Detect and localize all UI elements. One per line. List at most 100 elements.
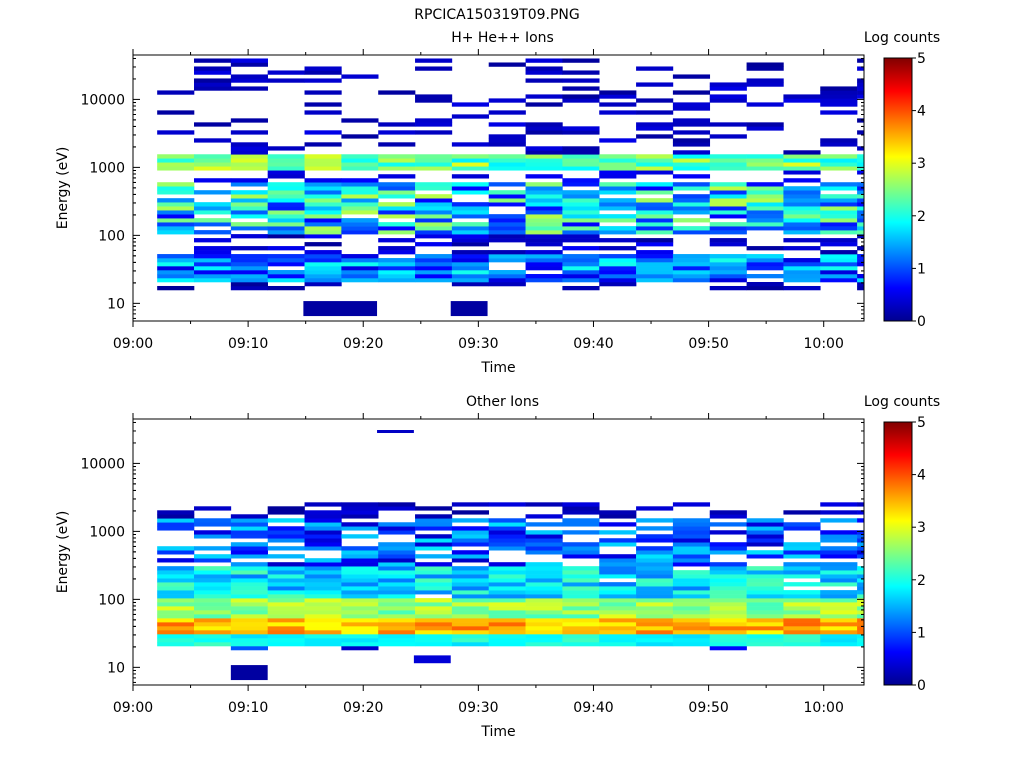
spectrogram-cell (488, 222, 526, 227)
spectrogram-cell (562, 210, 600, 215)
spectrogram-cell (709, 626, 747, 631)
spectrogram-cell (267, 606, 305, 611)
spectrogram-cell (450, 301, 488, 317)
spectrogram-cell (783, 210, 821, 215)
spectrogram-cell (415, 266, 453, 271)
spectrogram-cell (525, 618, 563, 623)
panel-title: Other Ions (466, 394, 539, 410)
spectrogram-cell (451, 610, 490, 615)
spectrogram-cell (636, 254, 674, 259)
spectrogram-cell (341, 550, 379, 555)
spectrogram-cell (783, 562, 821, 567)
spectrogram-cell (746, 550, 784, 555)
spectrogram-cell (599, 562, 637, 567)
spectrogram-cell (157, 634, 195, 639)
spectrogram-cell (415, 634, 453, 639)
spectrogram-cell (672, 198, 711, 203)
spectrogram-cell (857, 622, 865, 627)
spectrogram-cell (857, 278, 865, 283)
spectrogram-cell (672, 266, 711, 271)
spectrogram-cell (709, 86, 747, 91)
spectrogram-cell (304, 614, 342, 619)
spectrogram-cell (857, 186, 865, 191)
spectrogram-cell (857, 170, 865, 175)
spectrogram-cell (378, 530, 416, 535)
spectrogram-cell (562, 222, 600, 227)
spectrogram-cell (636, 222, 674, 227)
spectrogram-cell (230, 574, 268, 579)
spectrogram-cell (562, 214, 600, 219)
spectrogram-cell (857, 566, 865, 571)
spectrogram-cell (488, 202, 526, 207)
spectrogram-cell (267, 166, 305, 171)
spectrogram-cell (304, 282, 342, 287)
spectrogram-cell (303, 301, 378, 317)
spectrogram-cell (267, 230, 305, 235)
spectrogram-cell (341, 594, 379, 599)
spectrogram-cell (304, 566, 342, 571)
spectrogram-cell (230, 550, 268, 555)
spectrogram-cell (672, 142, 711, 147)
spectrogram-cell (451, 638, 490, 643)
spectrogram-cell (562, 522, 600, 527)
spectrogram-cell (525, 594, 563, 599)
spectrogram-cell (746, 518, 784, 523)
spectrogram-cell (415, 602, 453, 607)
spectrogram-cell (488, 614, 526, 619)
spectrogram-cell (783, 158, 821, 163)
spectrogram-cell (820, 214, 858, 219)
spectrogram-cell (525, 230, 563, 235)
spectrogram-cell (451, 266, 490, 271)
spectrogram-cell (488, 602, 526, 607)
spectrogram-cell (562, 218, 600, 223)
spectrogram-cell (304, 586, 342, 591)
spectrogram-cell (562, 206, 600, 211)
spectrogram-cell (672, 642, 711, 647)
spectrogram-cell (488, 142, 526, 147)
spectrogram-cell (194, 258, 232, 263)
spectrogram-cell (820, 186, 858, 191)
spectrogram-cell (672, 182, 711, 187)
spectrogram-cell (230, 578, 268, 583)
spectrogram-cell (820, 626, 858, 631)
spectrogram-cell (415, 554, 453, 559)
spectrogram-cell (783, 178, 821, 183)
spectrogram-cell (341, 178, 379, 183)
spectrogram-cell (341, 638, 379, 643)
spectrogram-cell (599, 530, 637, 535)
spectrogram-cell (709, 522, 747, 527)
spectrogram-cell (304, 642, 342, 647)
spectrogram-cell (783, 606, 821, 611)
x-tick-label: 09:20 (343, 700, 383, 716)
spectrogram-cell (267, 574, 305, 579)
spectrogram-cell (746, 534, 784, 539)
spectrogram-cell (415, 226, 453, 231)
spectrogram-cell (488, 594, 526, 599)
spectrogram-cell (194, 230, 232, 235)
spectrogram-cell (415, 202, 453, 207)
spectrogram-cell (378, 642, 416, 647)
spectrogram-cell (820, 90, 858, 95)
spectrogram-cell (636, 242, 674, 247)
spectrogram-cell (746, 254, 784, 259)
x-tick-label: 09:30 (458, 336, 498, 352)
x-tick-label: 09:20 (343, 336, 383, 352)
spectrogram-cell (746, 218, 784, 223)
spectrogram-cell (709, 238, 747, 243)
spectrogram-cell (451, 606, 490, 611)
spectrogram-cell (525, 582, 563, 587)
spectrogram-cell (267, 170, 305, 175)
spectrogram-cell (709, 206, 747, 211)
spectrogram-cell (746, 526, 784, 531)
spectrogram-cell (562, 198, 600, 203)
spectrogram-cell (746, 554, 784, 559)
spectrogram-cell (525, 198, 563, 203)
spectrogram-cell (636, 250, 674, 255)
spectrogram-cell (525, 502, 563, 507)
spectrogram-cell (194, 58, 232, 63)
spectrogram-cell (672, 210, 711, 215)
spectrogram-cell (304, 242, 342, 247)
spectrogram-cell (783, 598, 821, 603)
spectrogram-cell (415, 130, 453, 135)
spectrogram-cell (820, 630, 858, 635)
